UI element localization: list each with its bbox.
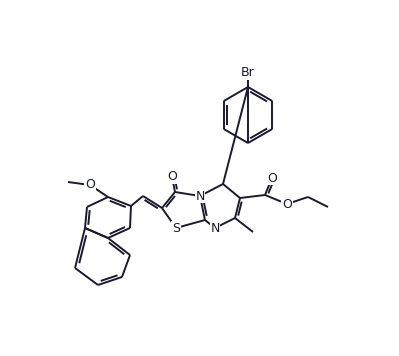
Text: O: O [267, 172, 277, 184]
Text: N: N [210, 221, 220, 235]
Text: O: O [85, 178, 95, 192]
Text: O: O [282, 198, 292, 210]
Text: N: N [196, 189, 205, 203]
Text: S: S [172, 221, 180, 235]
Text: O: O [167, 171, 177, 183]
Text: Br: Br [241, 67, 255, 79]
